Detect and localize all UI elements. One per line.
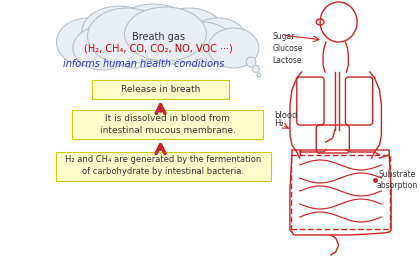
Text: H₂ and CH₄ are generated by the fermentation: H₂ and CH₄ are generated by the fermenta… [66,155,262,165]
Text: Breath gas: Breath gas [132,32,185,42]
Text: intestinal mucous membrane.: intestinal mucous membrane. [100,126,236,134]
Text: It is dissolved in blood from: It is dissolved in blood from [105,114,230,122]
FancyBboxPatch shape [56,152,271,180]
Text: Sugar
Glucose
Lactose: Sugar Glucose Lactose [273,32,303,64]
Ellipse shape [208,28,259,68]
Circle shape [257,73,261,77]
Circle shape [246,57,256,67]
Text: H₂: H₂ [274,119,284,127]
Text: informs human health conditions: informs human health conditions [63,59,225,69]
Ellipse shape [56,18,119,66]
Ellipse shape [88,8,165,64]
Ellipse shape [189,18,247,62]
FancyBboxPatch shape [73,109,263,139]
Ellipse shape [125,7,206,61]
Ellipse shape [101,16,171,68]
Text: blood: blood [274,110,298,120]
Text: Release in breath: Release in breath [121,84,200,94]
FancyBboxPatch shape [92,80,229,99]
Ellipse shape [154,8,224,56]
Text: of carbohydrate by intestinal bacteria.: of carbohydrate by intestinal bacteria. [82,167,244,177]
Ellipse shape [171,22,234,66]
Ellipse shape [133,12,207,64]
Text: Substrate
absorption: Substrate absorption [376,170,417,190]
Ellipse shape [82,6,156,58]
Ellipse shape [73,26,131,70]
Circle shape [252,66,259,73]
Text: (H₂, CH₄, CO, CO₂, NO, VOC ···): (H₂, CH₄, CO, CO₂, NO, VOC ···) [84,43,233,53]
Ellipse shape [115,4,193,52]
